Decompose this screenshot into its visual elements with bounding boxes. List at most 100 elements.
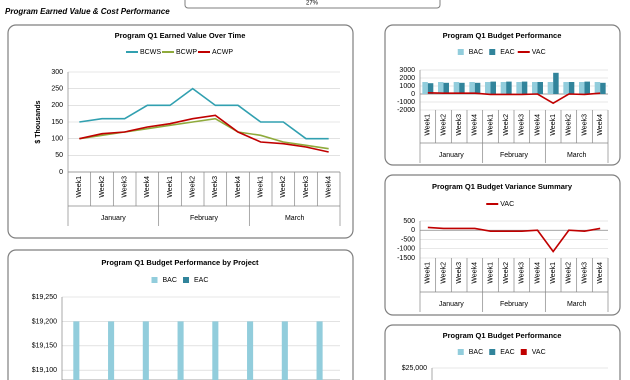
line: [427, 226, 601, 253]
bar: [459, 82, 465, 94]
x-tick-label: Week1: [550, 114, 557, 136]
chart-title: Program Q1 Budget Performance: [443, 31, 562, 40]
legend-label: VAC: [532, 349, 546, 356]
x-tick-label: Week2: [280, 176, 287, 198]
x-tick-label: Week3: [212, 176, 219, 198]
y-tick-label: 2000: [399, 75, 415, 82]
y-tick-label: 0: [411, 91, 415, 98]
bar: [443, 82, 449, 94]
group-label: February: [500, 301, 529, 308]
y-tick-label: 1000: [399, 83, 415, 90]
bar: [584, 81, 590, 94]
y-tick-label: 200: [51, 102, 63, 109]
y-tick-label: -500: [401, 236, 415, 243]
legend-label: BAC: [163, 277, 177, 284]
y-tick-label: -1000: [397, 246, 415, 253]
x-tick-label: Week1: [76, 176, 83, 198]
chart-title: Program Q1 Budget Performance by Project: [101, 258, 259, 267]
legend-swatch: [457, 49, 464, 55]
bar: [108, 321, 115, 380]
group-label: February: [500, 152, 529, 159]
x-tick-label: Week2: [190, 176, 197, 198]
y-tick-label: $25,000: [402, 365, 427, 372]
bar: [438, 82, 444, 94]
bar: [469, 82, 475, 94]
bar: [537, 82, 543, 94]
x-tick-label: Week1: [258, 176, 265, 198]
legend-label: EAC: [194, 277, 208, 284]
x-tick-label: Week4: [534, 114, 541, 136]
group-label: March: [567, 152, 587, 159]
group-label: January: [439, 301, 464, 308]
bar: [532, 82, 538, 94]
x-tick-label: Week2: [99, 176, 106, 198]
x-tick-label: Week1: [550, 262, 557, 284]
x-tick-label: Week2: [566, 114, 573, 136]
bar: [490, 81, 496, 94]
x-tick-label: Week1: [425, 114, 432, 136]
bar: [594, 82, 601, 94]
y-tick-label: $19,150: [32, 343, 57, 350]
x-tick-label: Week1: [487, 262, 494, 284]
line: [79, 114, 329, 153]
x-tick-label: Week3: [456, 114, 463, 136]
y-tick-label: $19,200: [32, 318, 57, 325]
group-label: January: [439, 152, 464, 159]
chart-title: Program Q1 Budget Variance Summary: [432, 182, 573, 191]
legend-swatch: [489, 49, 496, 55]
legend-label: BCWP: [176, 49, 197, 56]
x-tick-label: Week3: [122, 176, 129, 198]
x-tick-label: Week1: [425, 262, 432, 284]
y-tick-label: 0: [59, 169, 63, 176]
group-label: January: [101, 215, 126, 222]
y-tick-label: 100: [51, 136, 63, 143]
bar: [247, 321, 254, 380]
y-tick-label: 150: [51, 119, 63, 126]
bar: [177, 321, 184, 380]
legend-swatch: [457, 349, 464, 355]
legend-label: VAC: [500, 201, 514, 208]
percent-box: [184, 0, 441, 9]
y-tick-label: $19,250: [32, 294, 57, 301]
legend-label: BAC: [469, 349, 483, 356]
x-tick-label: Week3: [581, 262, 588, 284]
y-tick-label: 300: [51, 69, 63, 76]
x-tick-label: Week3: [456, 262, 463, 284]
bar: [427, 83, 434, 94]
bar: [563, 82, 569, 94]
y-tick-label: $19,100: [32, 367, 57, 374]
y-tick-label: 500: [403, 218, 415, 225]
legend-swatch: [489, 349, 496, 355]
bar: [506, 81, 512, 94]
bar: [568, 82, 575, 94]
bar: [474, 82, 481, 94]
bar: [142, 321, 149, 380]
y-tick-label: 3000: [399, 67, 415, 74]
legend-label: EAC: [500, 49, 514, 56]
legend-label: EAC: [500, 349, 514, 356]
line: [79, 87, 329, 140]
y-tick-label: -1500: [397, 255, 415, 262]
x-tick-label: Week3: [519, 114, 526, 136]
x-tick-label: Week1: [487, 114, 494, 136]
x-tick-label: Week3: [519, 262, 526, 284]
y-tick-label: -2000: [397, 107, 415, 114]
x-tick-label: Week4: [597, 114, 604, 136]
x-tick-label: Week4: [472, 262, 479, 284]
legend-swatch: [151, 277, 158, 283]
x-tick-label: Week2: [566, 262, 573, 284]
x-tick-label: Week4: [144, 176, 151, 198]
legend-label: ACWP: [212, 49, 233, 56]
x-tick-label: Week3: [303, 176, 310, 198]
page-title: Program Earned Value & Cost Performance: [5, 7, 170, 16]
legend-swatch: [520, 349, 527, 355]
y-tick-label: 0: [411, 227, 415, 234]
bar: [281, 321, 288, 380]
x-tick-label: Week2: [440, 114, 447, 136]
legend-label: VAC: [532, 49, 546, 56]
legend-label: BCWS: [140, 49, 161, 56]
bar: [516, 82, 522, 94]
x-tick-label: Week4: [534, 262, 541, 284]
bar: [316, 321, 323, 380]
